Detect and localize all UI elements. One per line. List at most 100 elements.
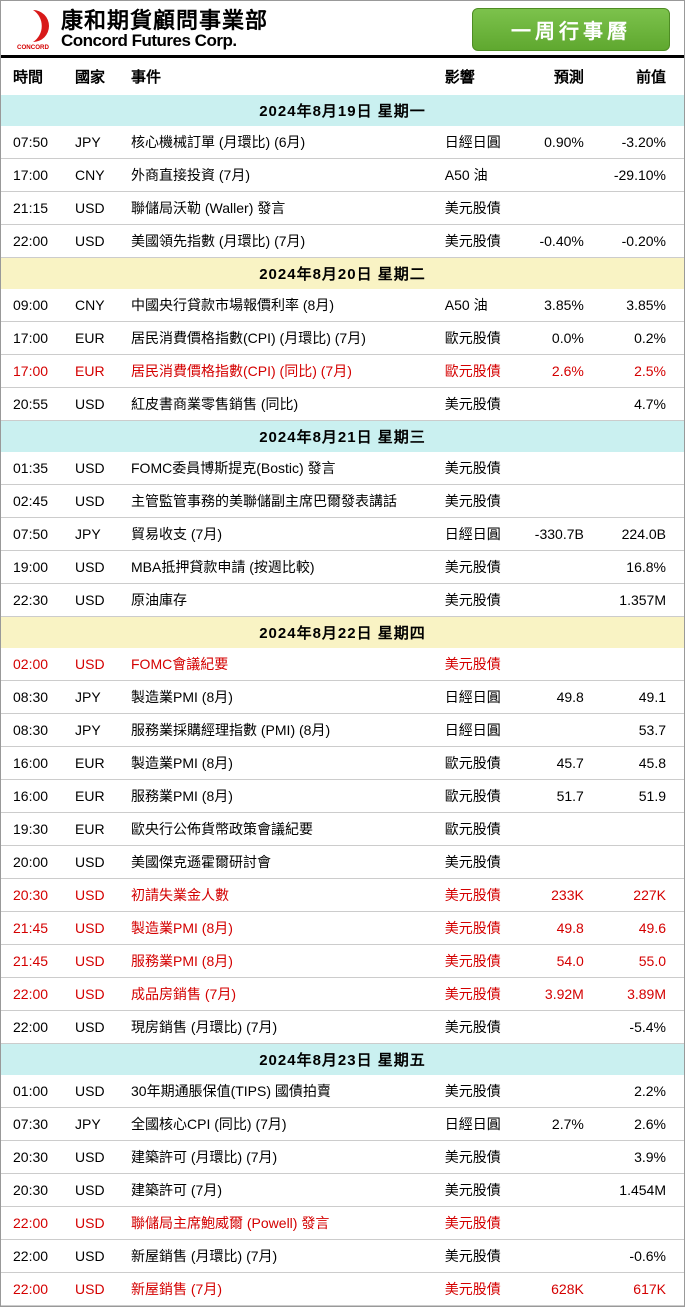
cell-impact: 日經日圓 xyxy=(433,518,523,551)
cell-impact: 歐元股債 xyxy=(433,355,523,388)
cell-time: 09:00 xyxy=(1,289,63,322)
cell-event: MBA抵押貸款申請 (按週比較) xyxy=(119,551,433,584)
cell-event: 美國領先指數 (月環比) (7月) xyxy=(119,225,433,258)
table-row: 22:00USD美國領先指數 (月環比) (7月)美元股債-0.40%-0.20… xyxy=(1,225,684,258)
cell-previous: -3.20% xyxy=(602,126,684,159)
cell-previous: 16.8% xyxy=(602,551,684,584)
cell-country: USD xyxy=(63,648,119,681)
cell-previous: 45.8 xyxy=(602,747,684,780)
col-impact: 影響 xyxy=(433,58,523,95)
day-label: 2024年8月22日 星期四 xyxy=(1,617,684,649)
cell-previous: 3.85% xyxy=(602,289,684,322)
cell-previous xyxy=(602,846,684,879)
table-row: 19:00USDMBA抵押貸款申請 (按週比較)美元股債16.8% xyxy=(1,551,684,584)
cell-previous: 1.454M xyxy=(602,1174,684,1207)
table-row: 20:30USD建築許可 (7月)美元股債1.454M xyxy=(1,1174,684,1207)
cell-event: 初請失業金人數 xyxy=(119,879,433,912)
cell-time: 17:00 xyxy=(1,322,63,355)
cell-previous: 53.7 xyxy=(602,714,684,747)
cell-forecast: 0.0% xyxy=(523,322,602,355)
table-row: 17:00EUR居民消費價格指數(CPI) (月環比) (7月)歐元股債0.0%… xyxy=(1,322,684,355)
cell-impact: 美元股債 xyxy=(433,1273,523,1306)
cell-event: 歐央行公佈貨幣政策會議紀要 xyxy=(119,813,433,846)
table-row: 19:30EUR歐央行公佈貨幣政策會議紀要歐元股債 xyxy=(1,813,684,846)
cell-country: USD xyxy=(63,1141,119,1174)
calendar-table: 時間 國家 事件 影響 預測 前值 2024年8月19日 星期一07:50JPY… xyxy=(1,58,684,1306)
brand: CONCORD 康和期貨顧問事業部 Concord Futures Corp. xyxy=(11,7,268,51)
cell-impact: 美元股債 xyxy=(433,192,523,225)
cell-impact: 美元股債 xyxy=(433,648,523,681)
cell-impact: 美元股債 xyxy=(433,584,523,617)
cell-previous xyxy=(602,452,684,485)
cell-country: EUR xyxy=(63,780,119,813)
cell-previous xyxy=(602,1207,684,1240)
cell-previous: 51.9 xyxy=(602,780,684,813)
weekly-calendar-button[interactable]: 一周行事曆 xyxy=(472,8,670,51)
day-header: 2024年8月23日 星期五 xyxy=(1,1044,684,1076)
cell-time: 16:00 xyxy=(1,780,63,813)
cell-country: EUR xyxy=(63,813,119,846)
cell-event: 成品房銷售 (7月) xyxy=(119,978,433,1011)
cell-event: 新屋銷售 (7月) xyxy=(119,1273,433,1306)
table-row: 21:45USD服務業PMI (8月)美元股債54.055.0 xyxy=(1,945,684,978)
table-row: 21:45USD製造業PMI (8月)美元股債49.849.6 xyxy=(1,912,684,945)
table-row: 22:00USD新屋銷售 (7月)美元股債628K617K xyxy=(1,1273,684,1306)
table-row: 07:30JPY全國核心CPI (同比) (7月)日經日圓2.7%2.6% xyxy=(1,1108,684,1141)
cell-previous: -5.4% xyxy=(602,1011,684,1044)
cell-forecast: 3.85% xyxy=(523,289,602,322)
day-header: 2024年8月19日 星期一 xyxy=(1,95,684,126)
cell-country: JPY xyxy=(63,1108,119,1141)
col-time: 時間 xyxy=(1,58,63,95)
logo-icon: CONCORD xyxy=(11,7,55,51)
cell-country: USD xyxy=(63,452,119,485)
cell-country: USD xyxy=(63,1240,119,1273)
table-row: 22:00USD聯儲局主席鮑威爾 (Powell) 發言美元股債 xyxy=(1,1207,684,1240)
cell-previous: 2.2% xyxy=(602,1075,684,1108)
cell-event: 聯儲局沃勒 (Waller) 發言 xyxy=(119,192,433,225)
cell-forecast xyxy=(523,648,602,681)
cell-country: USD xyxy=(63,551,119,584)
cell-time: 20:30 xyxy=(1,1141,63,1174)
cell-time: 19:30 xyxy=(1,813,63,846)
cell-impact: 美元股債 xyxy=(433,1240,523,1273)
cell-time: 19:00 xyxy=(1,551,63,584)
cell-time: 22:00 xyxy=(1,1207,63,1240)
cell-event: 新屋銷售 (月環比) (7月) xyxy=(119,1240,433,1273)
cell-event: FOMC委員博斯提克(Bostic) 發言 xyxy=(119,452,433,485)
cell-country: EUR xyxy=(63,747,119,780)
table-row: 20:30USD初請失業金人數美元股債233K227K xyxy=(1,879,684,912)
cell-time: 07:50 xyxy=(1,518,63,551)
cell-forecast: 2.6% xyxy=(523,355,602,388)
cell-event: 30年期通脹保值(TIPS) 國債拍賣 xyxy=(119,1075,433,1108)
cell-previous: 49.6 xyxy=(602,912,684,945)
table-row: 22:00USD現房銷售 (月環比) (7月)美元股債-5.4% xyxy=(1,1011,684,1044)
cell-impact: 美元股債 xyxy=(433,225,523,258)
cell-event: 主管監管事務的美聯儲副主席巴爾發表講話 xyxy=(119,485,433,518)
cell-forecast xyxy=(523,1240,602,1273)
cell-country: JPY xyxy=(63,126,119,159)
cell-event: 核心機械訂單 (月環比) (6月) xyxy=(119,126,433,159)
cell-country: JPY xyxy=(63,681,119,714)
cell-time: 22:00 xyxy=(1,1273,63,1306)
cell-time: 20:30 xyxy=(1,1174,63,1207)
cell-time: 01:00 xyxy=(1,1075,63,1108)
cell-time: 08:30 xyxy=(1,714,63,747)
cell-event: 製造業PMI (8月) xyxy=(119,747,433,780)
day-label: 2024年8月19日 星期一 xyxy=(1,95,684,126)
cell-impact: 日經日圓 xyxy=(433,714,523,747)
cell-impact: 美元股債 xyxy=(433,846,523,879)
cell-time: 21:45 xyxy=(1,912,63,945)
cell-forecast xyxy=(523,551,602,584)
cell-time: 02:45 xyxy=(1,485,63,518)
table-row: 17:00CNY外商直接投資 (7月)A50 油-29.10% xyxy=(1,159,684,192)
cell-country: JPY xyxy=(63,714,119,747)
cell-event: 服務業採購經理指數 (PMI) (8月) xyxy=(119,714,433,747)
cell-impact: 美元股債 xyxy=(433,1075,523,1108)
day-label: 2024年8月20日 星期二 xyxy=(1,258,684,290)
cell-time: 07:50 xyxy=(1,126,63,159)
cell-previous xyxy=(602,485,684,518)
cell-impact: 美元股債 xyxy=(433,912,523,945)
cell-event: 全國核心CPI (同比) (7月) xyxy=(119,1108,433,1141)
cell-time: 22:00 xyxy=(1,225,63,258)
cell-impact: 美元股債 xyxy=(433,1141,523,1174)
